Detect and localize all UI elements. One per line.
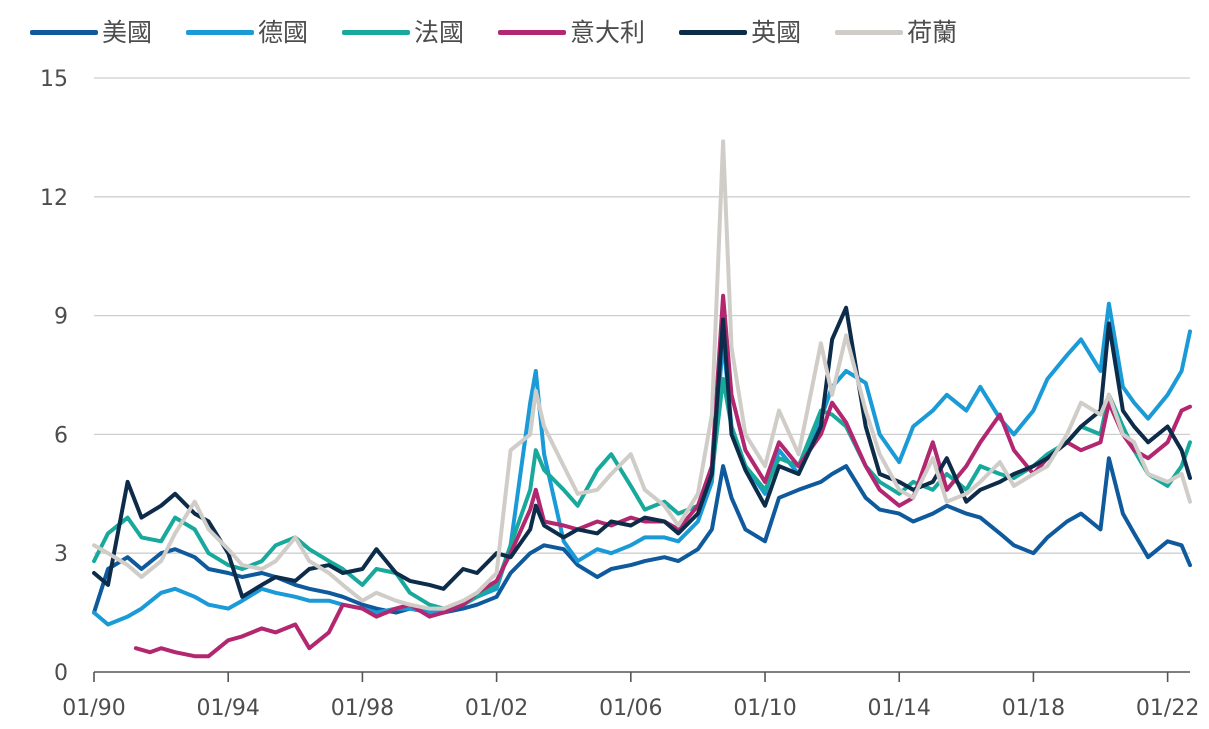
y-tick-label: 0 xyxy=(54,661,68,686)
series-line xyxy=(92,301,1192,627)
x-tick-label: 01/06 xyxy=(599,696,662,721)
y-axis-ticks: 0 3 6 9 12 15 xyxy=(40,67,68,686)
legend: 美國 德國 法國 意大利 英國 荷蘭 xyxy=(30,12,991,52)
x-tick-label: 01/94 xyxy=(197,696,260,721)
x-tick-label: 01/98 xyxy=(331,696,394,721)
y-tick-label: 9 xyxy=(54,305,68,330)
y-tick-label: 12 xyxy=(40,186,68,211)
legend-label: 意大利 xyxy=(570,17,646,47)
series-lines xyxy=(92,139,1192,659)
legend-item: 英國 xyxy=(679,20,801,45)
legend-item: 德國 xyxy=(186,20,308,45)
legend-swatch xyxy=(679,29,748,35)
series-line xyxy=(92,305,1192,599)
legend-label: 英國 xyxy=(751,17,802,47)
x-tick-label: 01/90 xyxy=(62,696,125,721)
legend-swatch xyxy=(30,29,98,35)
legend-swatch xyxy=(342,29,411,35)
legend-item: 荷蘭 xyxy=(835,20,957,45)
legend-item: 法國 xyxy=(342,20,464,45)
x-tick-label: 01/02 xyxy=(465,696,528,721)
legend-label: 法國 xyxy=(414,17,465,47)
legend-swatch xyxy=(498,29,567,35)
legend-item: 美國 xyxy=(30,20,152,45)
x-axis: 01/90 01/94 01/98 01/02 01/06 01/10 01/14 01/18… xyxy=(62,671,1199,721)
y-tick-label: 6 xyxy=(54,423,68,448)
legend-item: 意大利 xyxy=(498,20,645,45)
x-tick-label: 01/22 xyxy=(1136,696,1199,721)
legend-label: 德國 xyxy=(258,17,309,47)
y-tick-label: 3 xyxy=(54,542,68,567)
x-tick-label: 01/18 xyxy=(1002,696,1065,721)
legend-swatch xyxy=(835,29,904,35)
legend-swatch xyxy=(186,29,255,35)
legend-label: 荷蘭 xyxy=(907,17,958,47)
series-line xyxy=(92,139,1192,611)
y-tick-label: 15 xyxy=(40,67,68,92)
x-tick-label: 01/14 xyxy=(868,696,931,721)
x-tick-label: 01/10 xyxy=(733,696,796,721)
legend-label: 美國 xyxy=(102,17,153,47)
